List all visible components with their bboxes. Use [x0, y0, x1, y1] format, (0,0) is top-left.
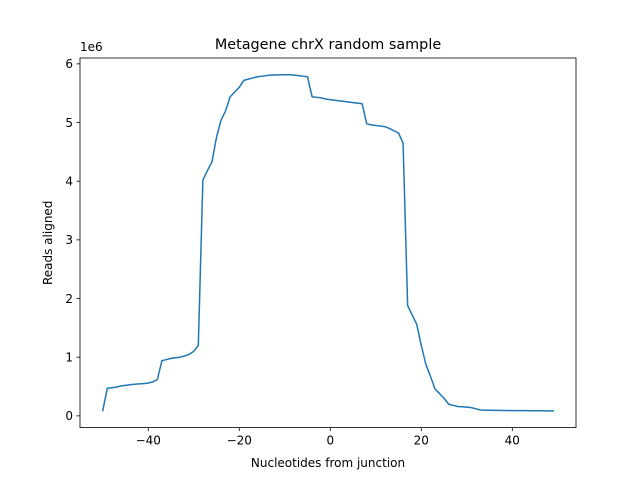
y-axis-offset-label: 1e6 — [80, 40, 103, 54]
y-tick-label: 4 — [65, 175, 73, 189]
x-tick-label: −20 — [227, 434, 252, 448]
x-tick-label: −40 — [136, 434, 161, 448]
y-tick-label: 0 — [65, 409, 73, 423]
y-tick-label: 6 — [65, 57, 73, 71]
y-axis-label: Reads aligned — [41, 201, 55, 285]
series-line — [101, 73, 554, 412]
axis-ticks: −40 −20 0 20 40 0 1 2 3 4 5 6 — [65, 57, 520, 447]
y-tick-label: 2 — [65, 292, 73, 306]
y-tick-label: 1 — [65, 351, 73, 365]
chart-title: Metagene chrX random sample — [215, 37, 442, 53]
x-tick-label: 20 — [414, 434, 429, 448]
plot-frame — [79, 57, 577, 429]
x-axis-label: Nucleotides from junction — [251, 456, 405, 470]
y-tick-label: 5 — [65, 116, 73, 130]
y-tick-label: 3 — [65, 233, 73, 247]
x-tick-label: 40 — [505, 434, 520, 448]
x-tick-label: 0 — [326, 434, 334, 448]
